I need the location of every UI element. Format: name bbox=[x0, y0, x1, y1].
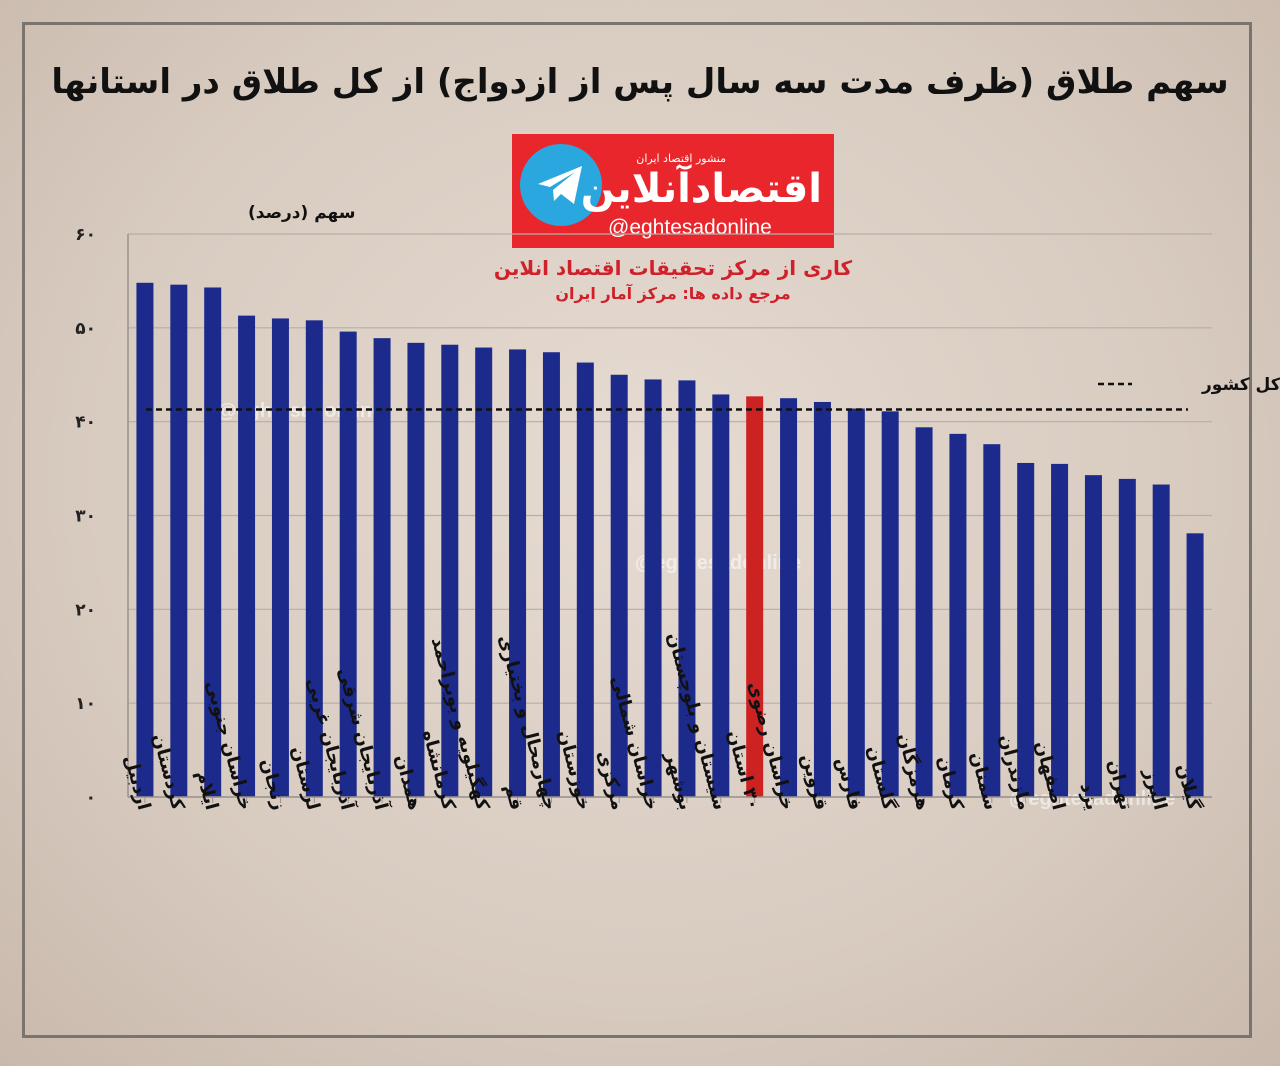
y-tick-label: ۶۰ bbox=[75, 225, 96, 245]
telegram-plane-icon bbox=[520, 144, 602, 226]
bar bbox=[509, 349, 527, 797]
axes: ۰ ۱۰ ۲۰ ۳۰ ۴۰ ۵۰ ۶۰ bbox=[75, 225, 1212, 808]
bar bbox=[339, 331, 357, 797]
bar bbox=[170, 284, 188, 797]
bar bbox=[983, 444, 1001, 797]
bar bbox=[373, 338, 391, 797]
bar bbox=[271, 318, 289, 797]
bar bbox=[644, 379, 662, 797]
bar bbox=[441, 344, 459, 797]
y-tick-label: ۰ bbox=[86, 788, 96, 808]
bar bbox=[915, 427, 933, 797]
bar bbox=[1051, 463, 1069, 797]
bar bbox=[407, 342, 425, 797]
bars bbox=[136, 282, 1204, 797]
bar bbox=[136, 282, 154, 797]
bar bbox=[576, 362, 594, 797]
bar bbox=[305, 320, 323, 797]
legend-label: کل کشور bbox=[1201, 375, 1280, 395]
bar bbox=[1152, 484, 1170, 797]
bar bbox=[475, 347, 493, 797]
reference-line-group: کل کشور bbox=[146, 375, 1280, 411]
frame-border bbox=[22, 22, 1252, 1038]
brand-logo: منشور اقتصاد ایران اقتصادآنلاین @eghtesa… bbox=[512, 134, 834, 248]
bar bbox=[780, 398, 798, 797]
logo-handle: @eghtesadonline bbox=[608, 216, 772, 239]
logo-publisher: منشور اقتصاد ایران bbox=[636, 152, 726, 165]
y-tick-label: ۲۰ bbox=[75, 600, 96, 620]
bar bbox=[204, 287, 222, 797]
bar bbox=[1118, 478, 1136, 797]
bar bbox=[949, 433, 967, 797]
y-axis-label: سهم (درصد) bbox=[248, 203, 356, 223]
y-tick-label: ۳۰ bbox=[75, 507, 96, 527]
bar bbox=[847, 408, 865, 797]
y-tick-label: ۴۰ bbox=[75, 413, 96, 433]
credit-line: کاری از مرکز تحقیقات اقتصاد انلاین bbox=[493, 256, 853, 280]
y-tick-label: ۵۰ bbox=[75, 319, 96, 339]
chart-title: سهم طلاق (ظرف مدت سه سال پس از ازدواج) ا… bbox=[51, 62, 1229, 102]
bar bbox=[712, 394, 730, 797]
bar bbox=[1084, 475, 1102, 797]
bar bbox=[238, 315, 256, 797]
bar bbox=[610, 374, 628, 797]
bar-highlight bbox=[746, 396, 764, 797]
data-source-line: مرجع داده ها: مرکز آمار ایران bbox=[555, 284, 791, 303]
bar bbox=[678, 380, 696, 797]
bar bbox=[813, 401, 831, 797]
bar bbox=[881, 411, 899, 797]
grid-lines bbox=[128, 233, 1212, 798]
bar bbox=[542, 352, 560, 797]
logo-brand-name: اقتصادآنلاین bbox=[580, 166, 823, 212]
y-tick-label: ۱۰ bbox=[75, 694, 96, 714]
bar bbox=[1186, 533, 1204, 797]
bar bbox=[1017, 462, 1035, 797]
